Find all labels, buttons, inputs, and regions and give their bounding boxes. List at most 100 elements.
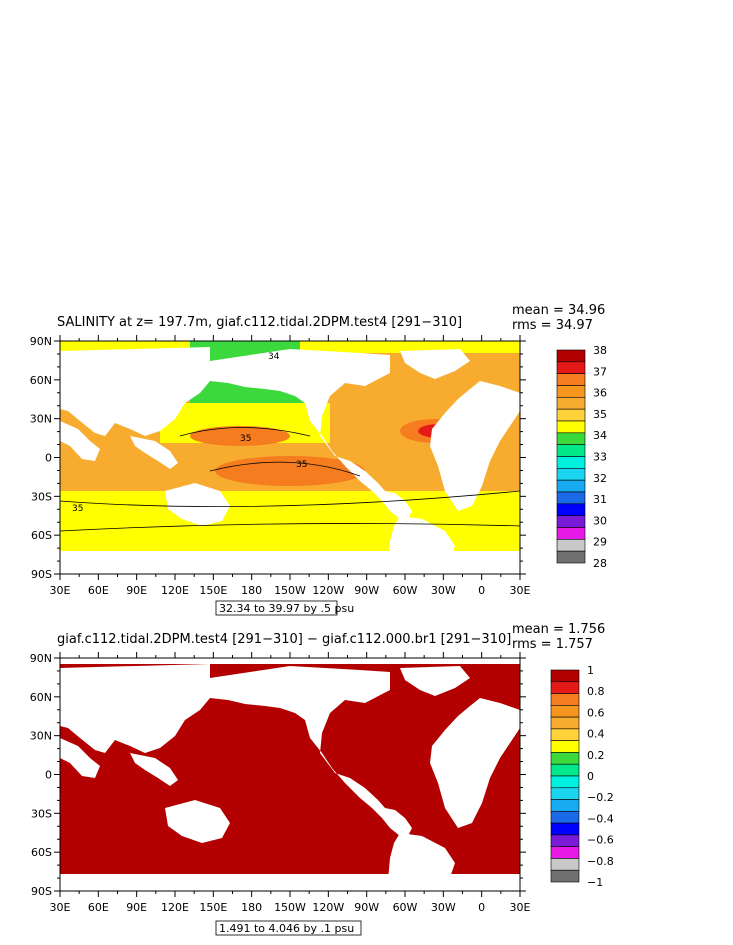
colorbar-swatch <box>556 468 586 481</box>
colorbar-swatch <box>550 775 580 789</box>
x-tick-label: 60W <box>393 584 418 597</box>
colorbar-label: 37 <box>593 365 607 378</box>
y-tick-label: 90N <box>30 652 52 665</box>
y-tick-label: 0 <box>45 452 52 465</box>
contour-label-35c: 35 <box>72 504 83 514</box>
x-tick-label: 90W <box>354 901 379 914</box>
contour-label-35b: 35 <box>296 460 307 470</box>
colorbar-swatch <box>556 539 586 552</box>
colorbar-label: 28 <box>593 557 607 570</box>
colorbar-label: −0.8 <box>587 855 614 868</box>
panel-2-colorbar: 1 0.8 0.6 0.4 0.2 0 −0.2 −0.4 −0.6 −0.8 −1 <box>550 664 614 889</box>
x-tick-label: 150E <box>199 584 227 597</box>
colorbar-swatch <box>556 361 586 374</box>
colorbar-swatch <box>550 869 580 883</box>
y-tick-label: 60N <box>30 691 52 704</box>
panel-2-mean: mean = 1.756 <box>512 622 605 637</box>
y-tick-label: 90S <box>31 568 52 581</box>
y-tick-label: 60N <box>30 374 52 387</box>
panel-1-colorbar: 38 37 36 35 34 33 32 31 30 29 28 <box>556 344 607 570</box>
x-tick-label: 30W <box>431 901 456 914</box>
colorbar-swatch <box>556 408 586 422</box>
y-tick-label: 60S <box>31 529 52 542</box>
x-tick-label: 30E <box>510 901 531 914</box>
colorbar-swatch <box>550 858 580 871</box>
panel-2-y-axis: 90N 60N 30N 0 30S 60S 90S <box>30 652 526 898</box>
colorbar-swatch <box>556 515 586 528</box>
y-tick-label: 30S <box>31 807 52 820</box>
x-tick-label: 150W <box>274 584 306 597</box>
panel-1-mean: mean = 34.96 <box>512 303 605 318</box>
x-tick-label: 90E <box>126 901 147 914</box>
colorbar-swatch <box>556 527 586 540</box>
colorbar-label: 1 <box>587 664 594 677</box>
colorbar-swatch <box>550 752 580 765</box>
colorbar-label: 36 <box>593 387 607 400</box>
x-tick-label: 0 <box>478 584 485 597</box>
colorbar-swatch <box>556 456 586 469</box>
panel-2-x-axis: 30E 60E 90E 120E 150E 180 150W 120W 90W 60W 30W 0 30… <box>50 652 531 914</box>
colorbar-label: −0.4 <box>587 812 614 825</box>
colorbar-swatch <box>556 503 586 516</box>
x-tick-label: 120W <box>312 584 344 597</box>
colorbar-label: −1 <box>587 876 603 889</box>
y-tick-label: 0 <box>45 769 52 782</box>
y-tick-label: 60S <box>31 846 52 859</box>
colorbar-swatch <box>550 763 580 777</box>
x-tick-label: 90W <box>354 584 379 597</box>
x-tick-label: 120E <box>161 901 189 914</box>
colorbar-swatch <box>550 834 580 847</box>
colorbar-swatch <box>550 681 580 694</box>
colorbar-swatch <box>556 444 586 457</box>
x-tick-label: 30E <box>510 584 531 597</box>
colorbar-swatch <box>550 822 580 836</box>
y-tick-label: 90N <box>30 335 52 348</box>
colorbar-label: 32 <box>593 472 607 485</box>
panel-2: giaf.c112.tidal.2DPM.test4 [291−310] − g… <box>30 622 614 945</box>
colorbar-swatch <box>556 432 586 445</box>
colorbar-label: 0 <box>587 770 594 783</box>
contour-label-34: 34 <box>268 352 280 362</box>
x-tick-label: 150W <box>274 901 306 914</box>
colorbar-swatch <box>550 693 580 706</box>
x-tick-label: 180 <box>241 901 262 914</box>
colorbar-label: −0.6 <box>587 834 614 847</box>
panel-1-map: 34 35 35 35 <box>59 340 521 631</box>
x-tick-label: 120E <box>161 584 189 597</box>
colorbar-swatch <box>556 397 586 410</box>
panel-2-rms: rms = 1.757 <box>512 637 593 652</box>
x-tick-label: 30W <box>431 584 456 597</box>
colorbar-swatch <box>550 787 580 800</box>
y-tick-label: 30N <box>30 413 52 426</box>
panel-1-x-axis: 30E 60E 90E 120E 150E 180 150W 120W 90W 60W 30W 0 30… <box>50 335 531 597</box>
x-tick-label: 0 <box>478 901 485 914</box>
y-tick-label: 30N <box>30 730 52 743</box>
colorbar-swatch <box>556 550 586 564</box>
colorbar-swatch <box>550 669 580 683</box>
colorbar-label: 0.4 <box>587 728 605 741</box>
colorbar-swatch <box>556 349 586 363</box>
x-tick-label: 30E <box>50 901 71 914</box>
colorbar-swatch <box>556 479 586 493</box>
colorbar-label: 33 <box>593 451 607 464</box>
panel-2-title: giaf.c112.tidal.2DPM.test4 [291−310] − g… <box>57 632 511 647</box>
colorbar-swatch <box>556 420 586 434</box>
colorbar-swatch <box>550 799 580 812</box>
panel-1-y-axis: 90N 60N 30N 0 30S 60S 90S <box>30 335 526 581</box>
colorbar-label: 31 <box>593 493 607 506</box>
panel-2-map <box>59 657 521 945</box>
panel-1-title: SALINITY at z= 197.7m, giaf.c112.tidal.2… <box>57 315 462 330</box>
colorbar-label: 0.2 <box>587 749 605 762</box>
panel-2-range-label: 1.491 to 4.046 by .1 psu <box>219 922 354 935</box>
x-tick-label: 30E <box>50 584 71 597</box>
panel-2-range-box <box>215 920 362 936</box>
colorbar-label: 35 <box>593 408 607 421</box>
colorbar-swatch <box>550 811 580 824</box>
x-tick-label: 90E <box>126 584 147 597</box>
colorbar-swatch <box>556 491 586 505</box>
panel-1-range-label: 32.34 to 39.97 by .5 psu <box>219 602 354 615</box>
colorbar-swatch <box>556 373 586 386</box>
x-tick-label: 60E <box>88 901 109 914</box>
colorbar-swatch <box>550 705 580 718</box>
